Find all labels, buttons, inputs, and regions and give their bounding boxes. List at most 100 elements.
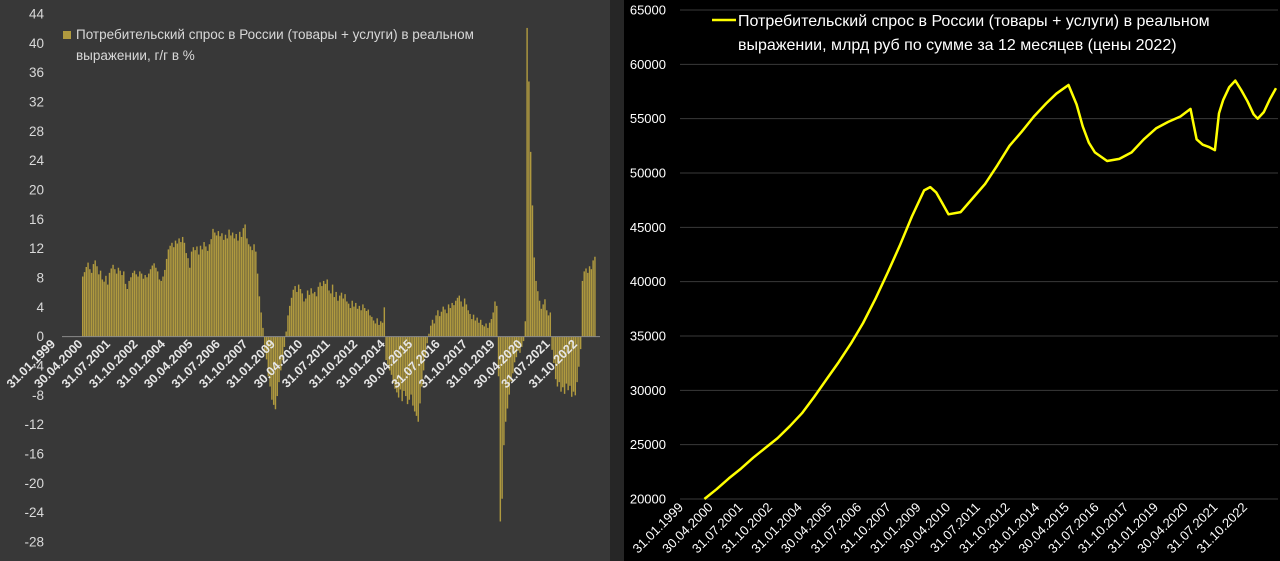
left-bar [89,269,91,337]
left-bar [538,300,541,337]
left-bar [317,286,320,337]
left-bar [256,273,259,337]
left-bar [124,283,127,337]
left-bar [535,280,537,337]
left-bar [554,336,557,380]
left-bar [339,295,341,337]
left-bar [158,279,161,337]
left-bar [522,336,525,342]
right-chart-panel: 65000 60000 55000 50000 45000 40000 35000 30000… [624,0,1280,561]
left-bar [585,268,587,337]
left-bar [487,327,489,337]
left-bar [490,319,493,337]
left-bar [140,273,143,337]
left-bar [82,276,84,337]
left-bar [206,250,209,337]
left-bar [253,244,255,337]
right-legend: Потребительский спрос в России (товары +… [712,13,1210,54]
left-bar [405,336,407,397]
left-bar [267,336,270,377]
left-bar [383,307,386,337]
left-bar [463,298,466,337]
left-bar [215,235,218,337]
left-bar [576,336,578,383]
left-bar [224,234,227,337]
left-bar [592,260,594,337]
left-bar [553,336,555,364]
left-bar [381,322,384,337]
left-bar [394,336,396,389]
left-bar [369,315,371,337]
left-bar [135,274,137,337]
left-bar [431,319,434,337]
left-bar [194,250,196,337]
left-bar [119,270,121,337]
left-bar [444,309,446,337]
left-bar [504,336,507,422]
left-bar [421,336,423,387]
left-bar [572,336,575,392]
left-bar [285,331,287,337]
left-bar [506,336,509,409]
right-gridlines [680,9,1278,500]
left-bar [581,280,584,337]
left-bar [221,233,223,337]
left-bar [547,315,550,337]
left-bar [142,278,145,337]
left-bar [87,262,89,337]
left-bar [467,310,469,337]
left-bar [501,336,503,499]
left-y-tick-label: -16 [24,447,44,462]
left-y-tick-label: 16 [29,212,44,227]
left-y-tick-label: -28 [24,535,44,550]
left-bar [306,290,309,337]
left-bar [181,236,184,337]
left-bar [144,275,146,337]
left-bar [415,336,418,416]
left-bar [476,317,478,337]
left-y-tick-label: -8 [32,388,44,403]
left-bar [335,291,337,337]
left-bar [396,336,398,393]
left-bar [262,327,264,337]
left-bar [355,302,357,337]
left-bar [347,303,350,337]
left-bar [519,336,521,353]
left-bar [363,308,366,337]
left-y-tick-label: 24 [29,153,45,168]
left-bar [337,300,339,337]
left-y-tick-label: 28 [29,124,44,139]
left-bar [178,238,180,337]
left-bar [160,280,162,337]
left-bar [340,292,343,337]
left-bar [287,315,289,337]
left-bar [406,336,409,405]
left-bar [235,234,237,337]
left-bar [353,306,355,337]
left-bar [244,224,246,337]
left-bar [240,236,243,337]
left-bar [101,279,104,337]
left-bar [526,27,528,337]
left-bar [471,319,473,337]
left-bar [412,336,414,406]
left-bar [521,336,523,347]
left-bar [260,312,262,337]
left-bar [563,336,566,394]
left-bar [297,284,300,337]
left-bar [330,293,332,337]
left-bar [148,273,150,337]
left-bar [106,284,109,337]
left-bar [237,240,239,337]
right-y-tick-label: 65000 [630,3,666,18]
left-bar [435,315,437,337]
left-bar [233,238,236,337]
left-bar [390,336,393,375]
left-bar [451,302,453,337]
left-bar [290,297,293,337]
left-bar [565,336,568,384]
left-bar [497,336,500,377]
left-bar [465,304,468,337]
left-bar [496,305,498,337]
